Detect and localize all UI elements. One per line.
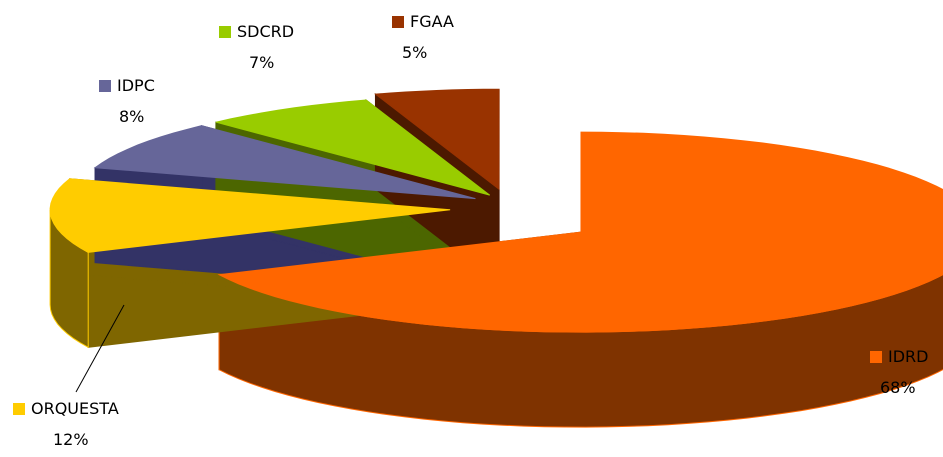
- label-sdcrd: SDCRD 7%: [219, 22, 294, 72]
- slice-label-fgaa: FGAA: [410, 12, 454, 31]
- slice-label-idpc: IDPC: [117, 76, 155, 95]
- swatch-sdcrd: [219, 26, 231, 38]
- slice-value-orquesta: 12%: [53, 430, 89, 449]
- label-idrd: IDRD 68%: [870, 347, 928, 397]
- pie-tops: [49, 88, 943, 333]
- slice-label-orquesta: ORQUESTA: [31, 399, 119, 418]
- slice-value-idpc: 8%: [119, 107, 145, 126]
- label-fgaa: FGAA 5%: [392, 12, 454, 62]
- label-idpc: IDPC 8%: [99, 76, 155, 126]
- slice-idpc: [93, 125, 476, 200]
- swatch-idpc: [99, 80, 111, 92]
- swatch-idrd: [870, 351, 882, 363]
- slice-label-idrd: IDRD: [888, 347, 929, 366]
- swatch-fgaa: [392, 16, 404, 28]
- swatch-orquesta: [13, 403, 25, 415]
- label-orquesta: ORQUESTA 12%: [13, 399, 119, 449]
- slice-label-sdcrd: SDCRD: [237, 22, 295, 41]
- slice-value-fgaa: 5%: [402, 43, 428, 62]
- slice-orquesta: [49, 178, 451, 253]
- orquesta-leader-line: [75, 304, 125, 393]
- slice-value-sdcrd: 7%: [249, 53, 275, 72]
- slice-sdcrd: [215, 99, 491, 196]
- slice-value-idrd: 68%: [880, 378, 916, 397]
- slice-fgaa: [374, 88, 500, 191]
- slice-idrd: [217, 131, 943, 333]
